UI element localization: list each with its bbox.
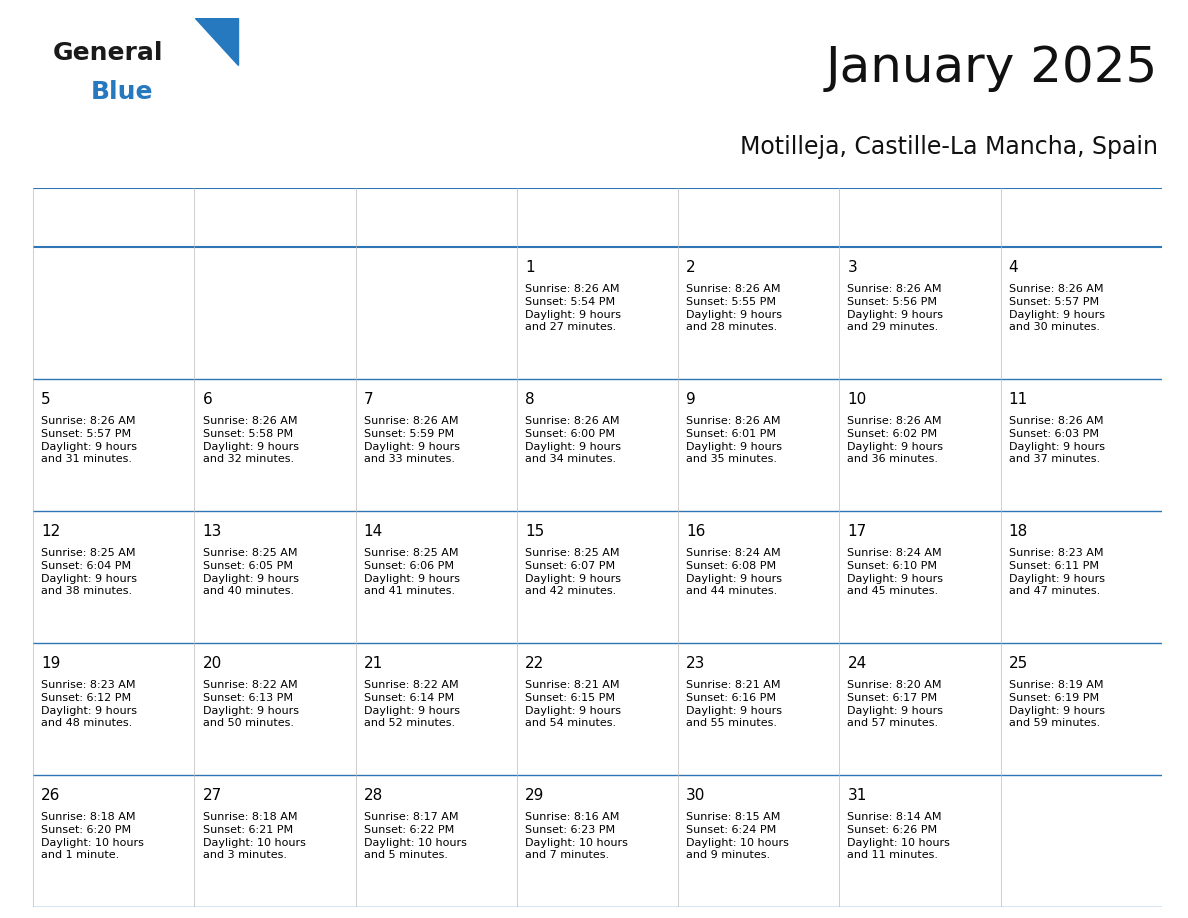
Text: 5: 5 bbox=[42, 392, 51, 408]
Text: Sunrise: 8:26 AM
Sunset: 6:00 PM
Daylight: 9 hours
and 34 minutes.: Sunrise: 8:26 AM Sunset: 6:00 PM Dayligh… bbox=[525, 416, 621, 465]
Text: Sunrise: 8:23 AM
Sunset: 6:12 PM
Daylight: 9 hours
and 48 minutes.: Sunrise: 8:23 AM Sunset: 6:12 PM Dayligh… bbox=[42, 680, 138, 728]
Text: 28: 28 bbox=[364, 789, 383, 803]
Text: 13: 13 bbox=[202, 524, 222, 539]
Text: 15: 15 bbox=[525, 524, 544, 539]
Text: 10: 10 bbox=[847, 392, 867, 408]
Polygon shape bbox=[195, 18, 238, 64]
Text: Sunrise: 8:25 AM
Sunset: 6:04 PM
Daylight: 9 hours
and 38 minutes.: Sunrise: 8:25 AM Sunset: 6:04 PM Dayligh… bbox=[42, 548, 138, 597]
Text: 27: 27 bbox=[202, 789, 222, 803]
Text: 19: 19 bbox=[42, 656, 61, 671]
Text: Sunrise: 8:21 AM
Sunset: 6:16 PM
Daylight: 9 hours
and 55 minutes.: Sunrise: 8:21 AM Sunset: 6:16 PM Dayligh… bbox=[687, 680, 782, 728]
Text: January 2025: January 2025 bbox=[826, 44, 1158, 92]
Text: Sunrise: 8:22 AM
Sunset: 6:13 PM
Daylight: 9 hours
and 50 minutes.: Sunrise: 8:22 AM Sunset: 6:13 PM Dayligh… bbox=[202, 680, 298, 728]
Text: Sunrise: 8:24 AM
Sunset: 6:08 PM
Daylight: 9 hours
and 44 minutes.: Sunrise: 8:24 AM Sunset: 6:08 PM Dayligh… bbox=[687, 548, 782, 597]
Text: Sunrise: 8:26 AM
Sunset: 5:57 PM
Daylight: 9 hours
and 31 minutes.: Sunrise: 8:26 AM Sunset: 5:57 PM Dayligh… bbox=[42, 416, 138, 465]
Text: 26: 26 bbox=[42, 789, 61, 803]
Text: Sunrise: 8:15 AM
Sunset: 6:24 PM
Daylight: 10 hours
and 9 minutes.: Sunrise: 8:15 AM Sunset: 6:24 PM Dayligh… bbox=[687, 812, 789, 860]
Text: General: General bbox=[52, 40, 163, 64]
Text: 8: 8 bbox=[525, 392, 535, 408]
Text: 24: 24 bbox=[847, 656, 867, 671]
Text: Friday: Friday bbox=[847, 210, 901, 225]
Text: Blue: Blue bbox=[90, 80, 153, 105]
Text: 31: 31 bbox=[847, 789, 867, 803]
Text: Sunrise: 8:26 AM
Sunset: 5:59 PM
Daylight: 9 hours
and 33 minutes.: Sunrise: 8:26 AM Sunset: 5:59 PM Dayligh… bbox=[364, 416, 460, 465]
Text: Tuesday: Tuesday bbox=[364, 210, 434, 225]
Text: 6: 6 bbox=[202, 392, 213, 408]
Text: 25: 25 bbox=[1009, 656, 1028, 671]
Text: Sunrise: 8:22 AM
Sunset: 6:14 PM
Daylight: 9 hours
and 52 minutes.: Sunrise: 8:22 AM Sunset: 6:14 PM Dayligh… bbox=[364, 680, 460, 728]
Text: Sunrise: 8:26 AM
Sunset: 6:02 PM
Daylight: 9 hours
and 36 minutes.: Sunrise: 8:26 AM Sunset: 6:02 PM Dayligh… bbox=[847, 416, 943, 465]
Text: 12: 12 bbox=[42, 524, 61, 539]
Text: 23: 23 bbox=[687, 656, 706, 671]
Text: Thursday: Thursday bbox=[687, 210, 765, 225]
Text: 7: 7 bbox=[364, 392, 373, 408]
Text: Sunrise: 8:24 AM
Sunset: 6:10 PM
Daylight: 9 hours
and 45 minutes.: Sunrise: 8:24 AM Sunset: 6:10 PM Dayligh… bbox=[847, 548, 943, 597]
Text: Sunrise: 8:25 AM
Sunset: 6:07 PM
Daylight: 9 hours
and 42 minutes.: Sunrise: 8:25 AM Sunset: 6:07 PM Dayligh… bbox=[525, 548, 621, 597]
Text: 4: 4 bbox=[1009, 261, 1018, 275]
Text: Sunrise: 8:18 AM
Sunset: 6:20 PM
Daylight: 10 hours
and 1 minute.: Sunrise: 8:18 AM Sunset: 6:20 PM Dayligh… bbox=[42, 812, 144, 860]
Text: Motilleja, Castille-La Mancha, Spain: Motilleja, Castille-La Mancha, Spain bbox=[740, 135, 1158, 159]
Text: Wednesday: Wednesday bbox=[525, 210, 624, 225]
Text: 30: 30 bbox=[687, 789, 706, 803]
Text: Sunrise: 8:25 AM
Sunset: 6:06 PM
Daylight: 9 hours
and 41 minutes.: Sunrise: 8:25 AM Sunset: 6:06 PM Dayligh… bbox=[364, 548, 460, 597]
Text: Sunday: Sunday bbox=[42, 210, 105, 225]
Text: Saturday: Saturday bbox=[1009, 210, 1087, 225]
Text: Sunrise: 8:25 AM
Sunset: 6:05 PM
Daylight: 9 hours
and 40 minutes.: Sunrise: 8:25 AM Sunset: 6:05 PM Dayligh… bbox=[202, 548, 298, 597]
Text: Sunrise: 8:26 AM
Sunset: 5:55 PM
Daylight: 9 hours
and 28 minutes.: Sunrise: 8:26 AM Sunset: 5:55 PM Dayligh… bbox=[687, 284, 782, 332]
Text: Sunrise: 8:20 AM
Sunset: 6:17 PM
Daylight: 9 hours
and 57 minutes.: Sunrise: 8:20 AM Sunset: 6:17 PM Dayligh… bbox=[847, 680, 943, 728]
Text: 21: 21 bbox=[364, 656, 383, 671]
Text: 11: 11 bbox=[1009, 392, 1028, 408]
Text: 17: 17 bbox=[847, 524, 867, 539]
Text: Sunrise: 8:26 AM
Sunset: 5:54 PM
Daylight: 9 hours
and 27 minutes.: Sunrise: 8:26 AM Sunset: 5:54 PM Dayligh… bbox=[525, 284, 621, 332]
Text: Sunrise: 8:18 AM
Sunset: 6:21 PM
Daylight: 10 hours
and 3 minutes.: Sunrise: 8:18 AM Sunset: 6:21 PM Dayligh… bbox=[202, 812, 305, 860]
Text: 22: 22 bbox=[525, 656, 544, 671]
Text: 14: 14 bbox=[364, 524, 383, 539]
Text: 20: 20 bbox=[202, 656, 222, 671]
Text: Monday: Monday bbox=[202, 210, 270, 225]
Text: 2: 2 bbox=[687, 261, 696, 275]
Text: 1: 1 bbox=[525, 261, 535, 275]
Text: Sunrise: 8:26 AM
Sunset: 6:03 PM
Daylight: 9 hours
and 37 minutes.: Sunrise: 8:26 AM Sunset: 6:03 PM Dayligh… bbox=[1009, 416, 1105, 465]
Text: 29: 29 bbox=[525, 789, 544, 803]
Text: Sunrise: 8:14 AM
Sunset: 6:26 PM
Daylight: 10 hours
and 11 minutes.: Sunrise: 8:14 AM Sunset: 6:26 PM Dayligh… bbox=[847, 812, 950, 860]
Text: Sunrise: 8:16 AM
Sunset: 6:23 PM
Daylight: 10 hours
and 7 minutes.: Sunrise: 8:16 AM Sunset: 6:23 PM Dayligh… bbox=[525, 812, 628, 860]
Text: Sunrise: 8:17 AM
Sunset: 6:22 PM
Daylight: 10 hours
and 5 minutes.: Sunrise: 8:17 AM Sunset: 6:22 PM Dayligh… bbox=[364, 812, 467, 860]
Text: 16: 16 bbox=[687, 524, 706, 539]
Text: Sunrise: 8:26 AM
Sunset: 6:01 PM
Daylight: 9 hours
and 35 minutes.: Sunrise: 8:26 AM Sunset: 6:01 PM Dayligh… bbox=[687, 416, 782, 465]
Text: 3: 3 bbox=[847, 261, 858, 275]
Text: Sunrise: 8:21 AM
Sunset: 6:15 PM
Daylight: 9 hours
and 54 minutes.: Sunrise: 8:21 AM Sunset: 6:15 PM Dayligh… bbox=[525, 680, 621, 728]
Text: Sunrise: 8:26 AM
Sunset: 5:57 PM
Daylight: 9 hours
and 30 minutes.: Sunrise: 8:26 AM Sunset: 5:57 PM Dayligh… bbox=[1009, 284, 1105, 332]
Text: 18: 18 bbox=[1009, 524, 1028, 539]
Text: Sunrise: 8:19 AM
Sunset: 6:19 PM
Daylight: 9 hours
and 59 minutes.: Sunrise: 8:19 AM Sunset: 6:19 PM Dayligh… bbox=[1009, 680, 1105, 728]
Text: Sunrise: 8:26 AM
Sunset: 5:56 PM
Daylight: 9 hours
and 29 minutes.: Sunrise: 8:26 AM Sunset: 5:56 PM Dayligh… bbox=[847, 284, 943, 332]
Text: Sunrise: 8:26 AM
Sunset: 5:58 PM
Daylight: 9 hours
and 32 minutes.: Sunrise: 8:26 AM Sunset: 5:58 PM Dayligh… bbox=[202, 416, 298, 465]
Text: Sunrise: 8:23 AM
Sunset: 6:11 PM
Daylight: 9 hours
and 47 minutes.: Sunrise: 8:23 AM Sunset: 6:11 PM Dayligh… bbox=[1009, 548, 1105, 597]
Text: 9: 9 bbox=[687, 392, 696, 408]
